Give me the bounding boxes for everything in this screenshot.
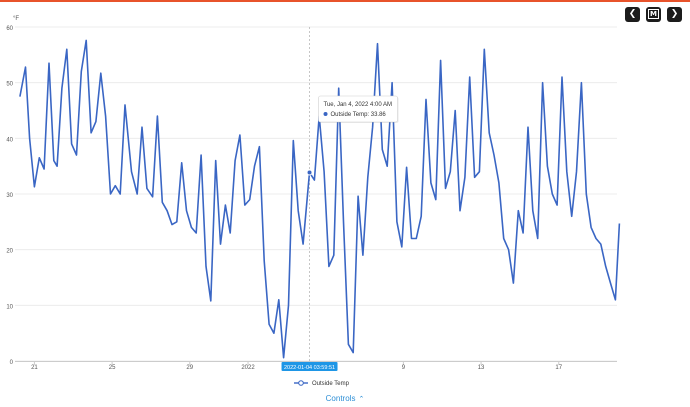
y-tick-label: 10: [6, 304, 13, 310]
y-tick-label: 30: [6, 193, 13, 199]
tooltip: Tue, Jan 4, 2022 4:00 AM Outside Temp: 33…: [318, 95, 399, 123]
x-tick-label: 29: [186, 365, 193, 371]
menu-button-label: M: [648, 9, 659, 19]
m-menu-icon[interactable]: M: [646, 7, 661, 22]
tooltip-value: Outside Temp: 33.86: [331, 112, 387, 118]
controls-label: Controls: [325, 394, 356, 403]
y-tick-label: 0: [10, 360, 14, 366]
tooltip-box: [318, 95, 398, 123]
tooltip-title: Tue, Jan 4, 2022 4:00 AM: [324, 102, 393, 108]
y-axis-label: °F: [13, 16, 19, 22]
x-tick-label: 13: [478, 365, 485, 371]
y-tick-label: 40: [6, 137, 13, 143]
crosshair-x-label-bg: [281, 362, 338, 371]
chart-navigation: ❮ M ❯: [625, 7, 682, 22]
chevron-up-icon: ⌃: [358, 396, 365, 403]
legend-marker: [298, 380, 304, 386]
controls-toggle[interactable]: Controls ⌃: [0, 394, 690, 403]
crosshair-x-label: 2022-01-04 03:59:51: [284, 365, 335, 371]
chevron-left-icon[interactable]: ❮: [625, 7, 640, 22]
x-tick-label: 25: [109, 365, 116, 371]
y-tick-label: 50: [6, 82, 13, 88]
x-tick-label: 21: [31, 365, 38, 371]
y-tick-label: 20: [6, 249, 13, 255]
legend: Outside Temp: [294, 380, 350, 387]
x-tick-label: 9: [402, 365, 406, 371]
outside-temp-series-line: [19, 39, 621, 359]
x-tick-label: 2022: [241, 365, 255, 371]
tooltip-series-marker: [323, 112, 328, 116]
legend-label: Outside Temp: [312, 381, 350, 387]
top-accent-bar: [0, 0, 690, 2]
y-tick-label: 60: [6, 26, 13, 32]
highlight-point: [306, 169, 313, 176]
chevron-right-icon[interactable]: ❯: [667, 7, 682, 22]
x-tick-label: 17: [555, 365, 562, 371]
